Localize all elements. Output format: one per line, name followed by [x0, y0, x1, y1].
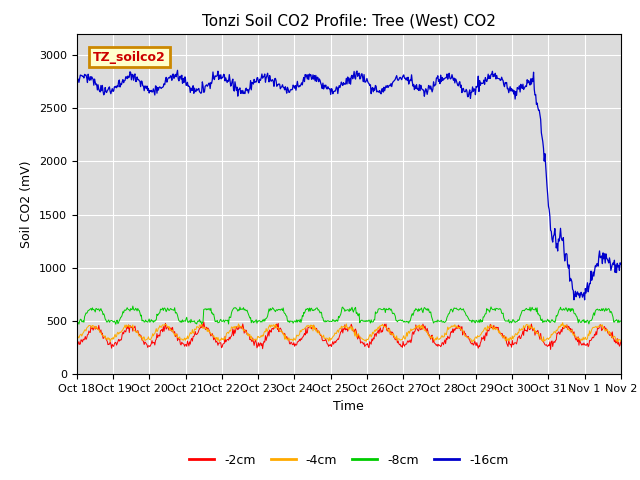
- Text: TZ_soilco2: TZ_soilco2: [93, 51, 166, 64]
- Y-axis label: Soil CO2 (mV): Soil CO2 (mV): [20, 160, 33, 248]
- Title: Tonzi Soil CO2 Profile: Tree (West) CO2: Tonzi Soil CO2 Profile: Tree (West) CO2: [202, 13, 496, 28]
- X-axis label: Time: Time: [333, 400, 364, 413]
- Legend: -2cm, -4cm, -8cm, -16cm: -2cm, -4cm, -8cm, -16cm: [184, 449, 513, 472]
